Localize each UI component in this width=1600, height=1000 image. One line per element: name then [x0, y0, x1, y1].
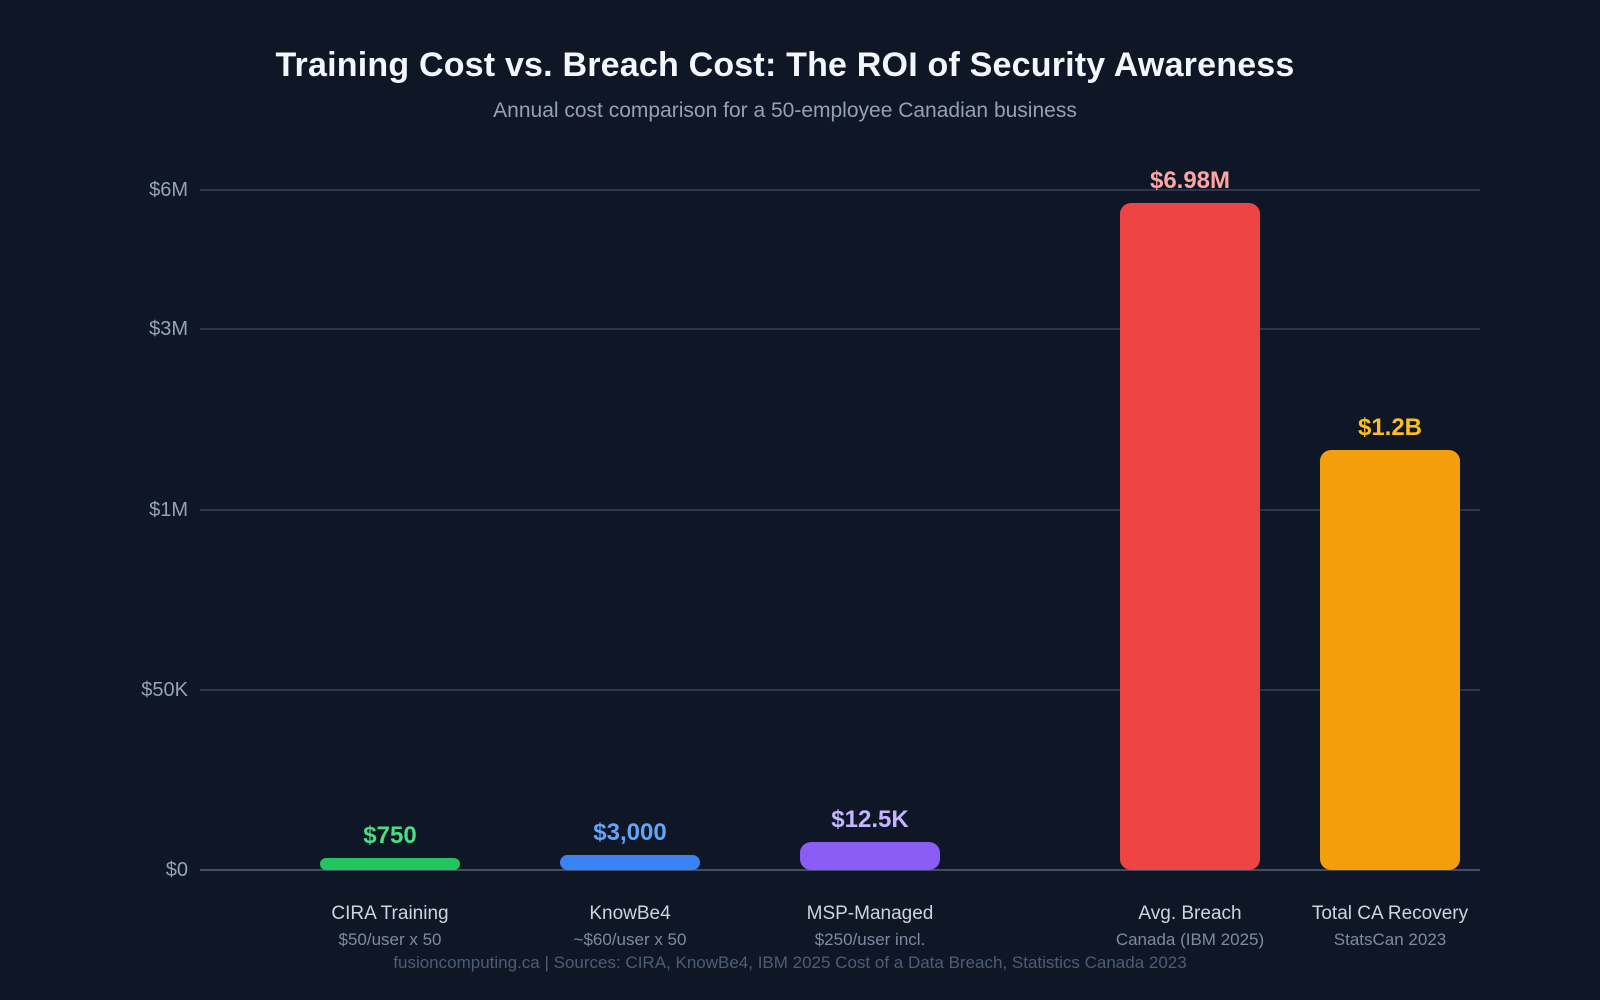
bar-value-label: $6.98M: [1149, 167, 1231, 194]
y-axis-tick-label: $0: [165, 859, 188, 881]
gridline: [200, 189, 1480, 191]
category-label: Total CA Recovery: [1311, 903, 1469, 924]
gridline: [200, 509, 1480, 511]
y-axis-tick-label: $50K: [141, 679, 188, 701]
category-sublabel: $50/user x 50: [338, 930, 442, 949]
bar-value-label: $12.5K: [831, 806, 909, 833]
chart-title: Training Cost vs. Breach Cost: The ROI o…: [275, 46, 1295, 84]
chart-subtitle: Annual cost comparison for a 50-employee…: [493, 99, 1077, 122]
bar-msp-managed: [800, 842, 940, 870]
gridline: [200, 689, 1480, 691]
bar-cira-training: [320, 858, 460, 870]
category-label: Avg. Breach: [1138, 903, 1242, 924]
category-sublabel: StatsCan 2023: [1333, 930, 1447, 949]
y-axis-tick-label: $6M: [149, 179, 188, 201]
bar-avg-breach: [1120, 203, 1260, 870]
y-axis-tick-label: $3M: [149, 318, 188, 340]
source-attribution: fusioncomputing.ca | Sources: CIRA, Know…: [393, 953, 1187, 972]
category-label: CIRA Training: [331, 903, 449, 924]
y-axis-tick-label: $1M: [149, 499, 188, 521]
category-sublabel: ~$60/user x 50: [573, 930, 687, 949]
x-axis-baseline: [200, 869, 1480, 871]
bar-knowbe4: [560, 855, 700, 870]
category-sublabel: Canada (IBM 2025): [1115, 930, 1265, 949]
gridline: [200, 328, 1480, 330]
category-label: MSP-Managed: [806, 903, 934, 924]
bar-value-label: $1.2B: [1357, 414, 1423, 441]
category-label: KnowBe4: [589, 903, 671, 924]
bar-total-ca-recovery: [1320, 450, 1460, 870]
category-sublabel: $250/user incl.: [814, 930, 926, 949]
bar-value-label: $750: [363, 822, 417, 849]
bar-value-label: $3,000: [593, 819, 667, 846]
